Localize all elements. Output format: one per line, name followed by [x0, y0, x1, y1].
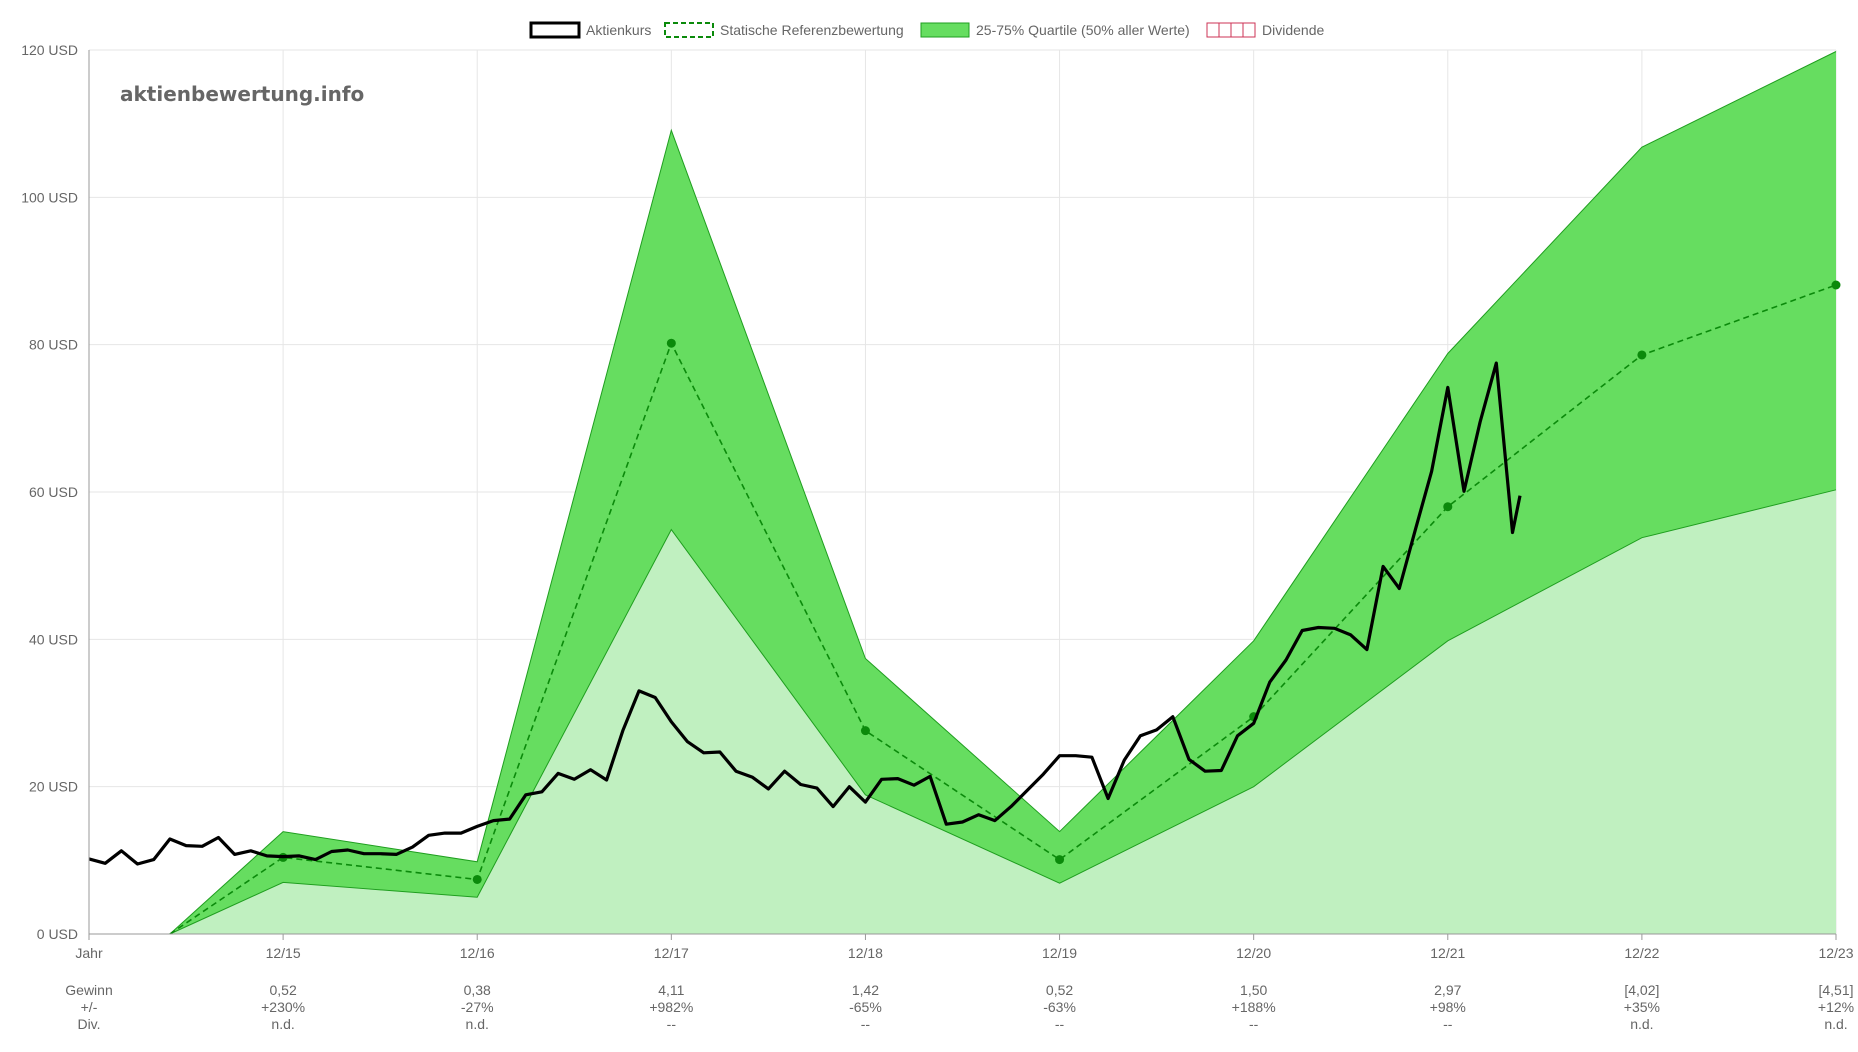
table-cell-gewinn: [4,02] [1624, 982, 1659, 998]
legend-item-reference[interactable]: Statische Referenzbewertung [664, 22, 904, 38]
table-cell-gewinn: 0,38 [464, 982, 491, 998]
quartile-lower-line [169, 489, 1837, 935]
reference-line [169, 284, 1837, 935]
y-tick-label: 120 USD [21, 42, 78, 58]
table-cell-div: -- [1443, 1016, 1453, 1032]
legend-dividend-swatch [1206, 22, 1256, 38]
x-tick-label: 12/15 [266, 945, 301, 961]
x-tick-label: 12/18 [848, 945, 883, 961]
table-cell-change: +98% [1430, 999, 1466, 1015]
table-cell-gewinn: 0,52 [269, 982, 296, 998]
table-row-label: +/- [81, 999, 98, 1015]
legend-price-swatch [529, 21, 581, 39]
reference-point [1443, 502, 1453, 512]
table-cell-change: +188% [1232, 999, 1276, 1015]
table-cell-change: +12% [1818, 999, 1854, 1015]
x-tick-label: 12/21 [1430, 945, 1465, 961]
table-cell-gewinn: 1,50 [1240, 982, 1267, 998]
quartile-band-area [169, 51, 1836, 934]
table-cell-change: -65% [849, 999, 882, 1015]
table-cell-div: -- [1249, 1016, 1259, 1032]
y-tick-label: 40 USD [29, 631, 78, 647]
table-cell-change: -63% [1043, 999, 1076, 1015]
x-tick-label: 12/17 [654, 945, 689, 961]
legend-quartile-swatch [920, 22, 970, 38]
legend-item-quartile[interactable]: 25-75% Quartile (50% aller Werte) [920, 22, 1190, 38]
legend-reference-swatch [664, 22, 714, 38]
legend-reference-label: Statische Referenzbewertung [720, 22, 904, 38]
reference-point [860, 726, 870, 736]
reference-series [169, 280, 1841, 935]
reference-point [666, 338, 676, 348]
legend: Aktienkurs Statische Referenzbewertung 2… [529, 21, 1324, 39]
reference-point [1637, 350, 1647, 360]
table-cell-div: n.d. [1824, 1016, 1847, 1032]
quartile-upper-line [169, 51, 1837, 935]
table-cell-div: -- [1055, 1016, 1065, 1032]
x-tick-label: 12/23 [1818, 945, 1853, 961]
table-cell-div: n.d. [271, 1016, 294, 1032]
table-row-label: Div. [77, 1016, 100, 1032]
x-tick-label: 12/19 [1042, 945, 1077, 961]
legend-dividend-label: Dividende [1262, 22, 1324, 38]
reference-point [1831, 280, 1841, 290]
axes: 0 USD 20 USD 40 USD 60 USD 80 USD 100 USD 120 … [21, 42, 1854, 961]
reference-point [1055, 855, 1065, 865]
table-cell-div: n.d. [466, 1016, 489, 1032]
legend-quartile-label: 25-75% Quartile (50% aller Werte) [976, 22, 1190, 38]
watermark-logo: aktienbewertung.info [120, 82, 364, 106]
legend-price-label: Aktienkurs [586, 22, 651, 38]
lower-range-area [169, 489, 1836, 934]
x-tick-label: 12/20 [1236, 945, 1271, 961]
legend-item-dividend[interactable]: Dividende [1206, 22, 1324, 38]
price-line [88, 361, 1522, 866]
table-cell-change: +35% [1624, 999, 1660, 1015]
y-tick-label: 0 USD [37, 926, 78, 942]
y-tick-label: 80 USD [29, 337, 78, 353]
table-cell-change: +982% [649, 999, 693, 1015]
table-cell-div: -- [667, 1016, 677, 1032]
y-tick-label: 60 USD [29, 484, 78, 500]
x-tick-label: 12/16 [460, 945, 495, 961]
reference-point [472, 874, 482, 884]
table-cell-gewinn: 0,52 [1046, 982, 1073, 998]
price-series [88, 361, 1522, 866]
x-tick-label: 12/22 [1624, 945, 1659, 961]
y-tick-label: 100 USD [21, 189, 78, 205]
table-cell-change: +230% [261, 999, 305, 1015]
y-tick-label: 20 USD [29, 779, 78, 795]
table-cell-change: -27% [461, 999, 494, 1015]
table-cell-div: -- [861, 1016, 871, 1032]
table-cell-gewinn: 4,11 [658, 982, 684, 998]
table-cell-gewinn: 1,42 [852, 982, 879, 998]
table-cell-gewinn: 2,97 [1434, 982, 1461, 998]
earnings-table: Gewinn+/-Div.0,52+230%n.d.0,38-27%n.d.4,… [65, 982, 1854, 1032]
x-tick-label: Jahr [75, 945, 103, 961]
table-cell-div: n.d. [1630, 1016, 1653, 1032]
legend-item-price[interactable]: Aktienkurs [529, 21, 651, 39]
table-cell-gewinn: [4,51] [1818, 982, 1853, 998]
quartile-bands [169, 51, 1837, 935]
table-row-label: Gewinn [65, 982, 112, 998]
